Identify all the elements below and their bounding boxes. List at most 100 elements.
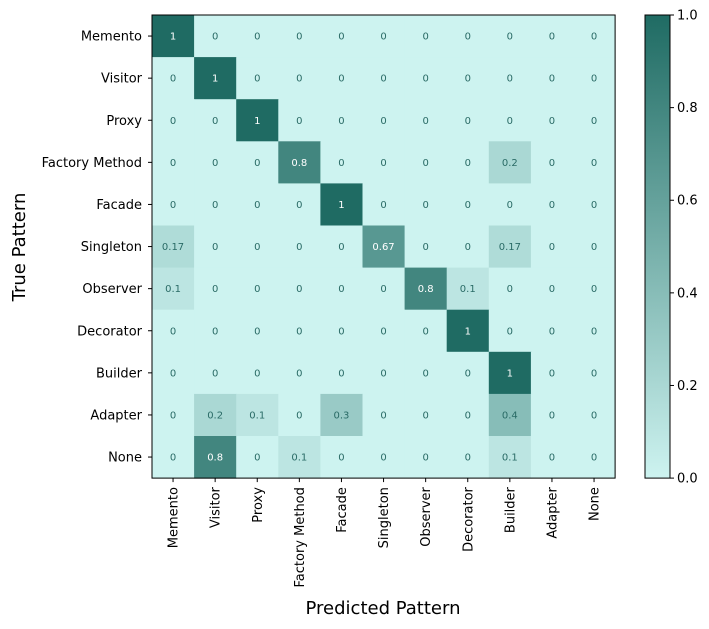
cell-value-label: 0 [380,368,386,379]
colorbar-tick-label: 0.2 [677,379,698,394]
heatmap-cell [488,267,532,311]
heatmap-cell [194,183,237,226]
cell-value-label: 0 [591,410,597,421]
heatmap-cell [362,309,406,353]
column-tick-label: None [588,487,603,521]
heatmap-cell [236,393,279,437]
cell-value-label: 0 [296,368,302,379]
cell-value-label: 0 [507,284,513,295]
heatmap-cell [236,15,279,58]
cell-value-label: 0 [380,158,386,169]
heatmap-cell [278,436,321,479]
heatmap-cell [446,267,490,311]
cell-value-label: 0 [507,326,513,337]
cell-value-label: 0.1 [165,284,181,295]
row-tick-label: Visitor [101,72,143,87]
cell-value-label: 0.4 [502,410,518,421]
column-tick-labels: Memento Visitor Proxy Factory Method Facade S… [167,478,603,587]
heatmap-cell [320,15,363,58]
heatmap-cell [573,225,616,269]
cell-value-label: 0 [549,284,555,295]
heatmap-cell [446,309,490,353]
heatmap-cell [446,225,490,269]
cell-value-label: 0 [212,326,218,337]
cell-value-label: 0 [422,200,428,211]
cell-value-label: 1 [254,116,260,127]
heatmap-cell [404,309,448,353]
heatmap-cell [446,183,490,226]
cell-value-label: 0 [422,453,428,464]
heatmap-cell [152,225,195,269]
cell-value-label: 1 [212,74,218,85]
heatmap-cell [362,267,406,311]
y-axis-label: True Pattern [9,193,30,303]
cell-value-label: 0 [507,74,513,85]
cell-value-label: 0 [591,453,597,464]
cell-value-label: 0 [254,284,260,295]
colorbar-tick-label: 1.0 [677,9,698,24]
cell-value-label: 0 [212,284,218,295]
heatmap-cell [362,57,406,100]
heatmap-cell [446,393,490,437]
heatmap-cell [573,15,616,58]
heatmap-cell [320,57,363,100]
cell-value-label: 0 [549,242,555,253]
cell-value-label: 0 [591,242,597,253]
heatmap-cell [573,393,616,437]
cell-value-label: 0 [591,326,597,337]
column-tick-label: Singleton [377,487,392,548]
cell-value-label: 0 [465,410,471,421]
cell-value-label: 0.17 [499,242,521,253]
cell-value-label: 0.8 [418,284,434,295]
cell-value-label: 0 [422,158,428,169]
heatmap-cell [488,225,532,269]
heatmap-cell [362,141,406,184]
cell-value-label: 0 [422,242,428,253]
cell-value-label: 0 [549,158,555,169]
cell-value-label: 0 [549,326,555,337]
column-tick-label: Observer [419,486,434,546]
column-tick-label: Proxy [251,487,266,523]
row-tick-label: Factory Method [42,156,142,171]
heatmap-cell [194,351,237,395]
heatmap-cell [152,141,195,184]
heatmap-cell [530,436,574,479]
cell-value-label: 0 [507,200,513,211]
cell-value-label: 0 [591,284,597,295]
cell-value-label: 0 [380,32,386,43]
cell-value-label: 0 [338,158,344,169]
cell-value-label: 0 [170,410,176,421]
heatmap-cell [573,99,616,142]
heatmap-cell [194,225,237,269]
cell-value-label: 0 [296,74,302,85]
cell-value-label: 0 [338,368,344,379]
cell-value-label: 0 [591,116,597,127]
heatmap-cell [530,309,574,353]
cell-value-label: 0.2 [502,158,518,169]
cell-value-label: 0 [465,116,471,127]
heatmap-cell [194,267,237,311]
heatmap-cell [320,141,363,184]
heatmap-cell [320,393,363,437]
cell-value-label: 0 [338,32,344,43]
heatmap-cell [573,267,616,311]
colorbar-tick-label: 0.8 [677,101,698,116]
heatmap-cell [488,393,532,437]
cell-value-label: 0 [380,74,386,85]
cell-value-label: 0 [296,32,302,43]
cell-value-label: 1 [507,368,513,379]
heatmap-cell [152,183,195,226]
row-tick-label: Facade [96,198,142,213]
cell-value-label: 0 [549,368,555,379]
cell-value-label: 0 [380,200,386,211]
heatmap-cell [488,351,532,395]
cell-value-label: 0 [338,242,344,253]
cell-value-label: 0 [296,116,302,127]
heatmap-cell [573,183,616,226]
heatmap-cell [530,183,574,226]
cell-value-label: 0 [254,74,260,85]
column-tick-label: Memento [167,487,182,548]
heatmap-cell [278,309,321,353]
cell-value-label: 0 [549,453,555,464]
cell-value-label: 0.17 [162,242,184,253]
